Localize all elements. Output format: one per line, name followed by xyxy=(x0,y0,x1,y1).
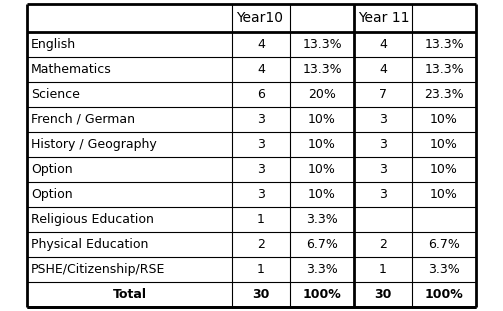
Text: 10%: 10% xyxy=(308,163,336,176)
Text: Year10: Year10 xyxy=(236,11,283,25)
Text: 4: 4 xyxy=(379,38,387,51)
Text: Mathematics: Mathematics xyxy=(31,63,112,76)
Text: 7: 7 xyxy=(379,88,387,101)
Text: 13.3%: 13.3% xyxy=(424,38,464,51)
Text: French / German: French / German xyxy=(31,113,135,126)
Text: Year 11: Year 11 xyxy=(358,11,409,25)
Text: 10%: 10% xyxy=(430,138,458,151)
Text: 10%: 10% xyxy=(308,113,336,126)
Text: 10%: 10% xyxy=(430,188,458,201)
Text: 30: 30 xyxy=(374,288,392,301)
Text: 3.3%: 3.3% xyxy=(306,213,338,226)
Text: 3: 3 xyxy=(379,188,387,201)
Text: 13.3%: 13.3% xyxy=(302,38,342,51)
Text: 3: 3 xyxy=(257,113,265,126)
Text: 10%: 10% xyxy=(308,188,336,201)
Text: History / Geography: History / Geography xyxy=(31,138,157,151)
Text: 100%: 100% xyxy=(303,288,342,301)
Text: 4: 4 xyxy=(257,38,265,51)
Text: 3.3%: 3.3% xyxy=(306,263,338,276)
Text: 3.3%: 3.3% xyxy=(428,263,460,276)
Text: 4: 4 xyxy=(379,63,387,76)
Text: 6.7%: 6.7% xyxy=(428,238,460,251)
Text: 20%: 20% xyxy=(308,88,336,101)
Text: 1: 1 xyxy=(257,213,265,226)
Text: Physical Education: Physical Education xyxy=(31,238,148,251)
Text: 1: 1 xyxy=(257,263,265,276)
Text: 3: 3 xyxy=(379,163,387,176)
Text: English: English xyxy=(31,38,76,51)
Text: 10%: 10% xyxy=(308,138,336,151)
Text: 13.3%: 13.3% xyxy=(302,63,342,76)
Text: 100%: 100% xyxy=(425,288,463,301)
Text: 2: 2 xyxy=(257,238,265,251)
Text: 3: 3 xyxy=(257,188,265,201)
Text: Total: Total xyxy=(113,288,146,301)
Text: Option: Option xyxy=(31,163,72,176)
Text: 10%: 10% xyxy=(430,163,458,176)
Text: 3: 3 xyxy=(257,163,265,176)
Text: 13.3%: 13.3% xyxy=(424,63,464,76)
Text: 6: 6 xyxy=(257,88,265,101)
Text: 3: 3 xyxy=(379,113,387,126)
Text: 10%: 10% xyxy=(430,113,458,126)
Text: Option: Option xyxy=(31,188,72,201)
Text: 30: 30 xyxy=(253,288,270,301)
Text: 2: 2 xyxy=(379,238,387,251)
Text: 6.7%: 6.7% xyxy=(306,238,338,251)
Text: PSHE/Citizenship/RSE: PSHE/Citizenship/RSE xyxy=(31,263,165,276)
Text: 1: 1 xyxy=(379,263,387,276)
Text: 4: 4 xyxy=(257,63,265,76)
Text: 3: 3 xyxy=(257,138,265,151)
Text: Religious Education: Religious Education xyxy=(31,213,154,226)
Text: Science: Science xyxy=(31,88,80,101)
Text: 23.3%: 23.3% xyxy=(424,88,464,101)
Text: 3: 3 xyxy=(379,138,387,151)
